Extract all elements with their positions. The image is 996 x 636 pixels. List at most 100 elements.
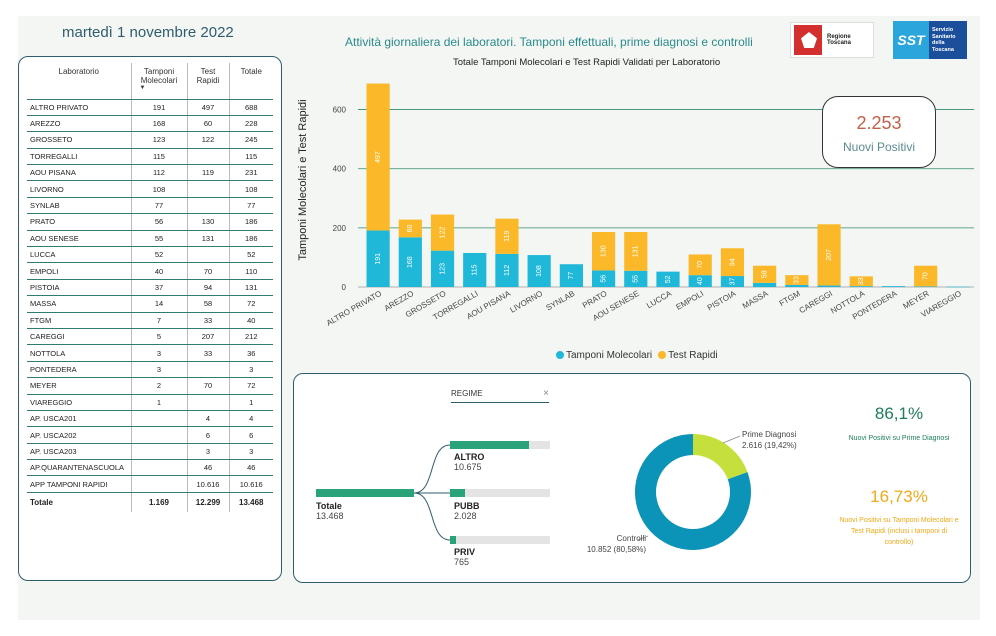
table-row[interactable]: PONTEDERA 3 3 [27, 361, 273, 379]
bar-segment[interactable] [817, 224, 841, 286]
donut-slice[interactable] [693, 434, 748, 480]
table-row[interactable]: VIAREGGIO 1 1 [27, 394, 273, 411]
bar-segment[interactable] [463, 252, 487, 287]
bar-segment[interactable] [495, 253, 519, 287]
branch-value-priv: 765 [454, 557, 470, 567]
table-cell: AP. USCA203 [27, 443, 131, 461]
data-label: 70 [923, 272, 930, 280]
bar-segment[interactable] [559, 264, 583, 287]
table-row[interactable]: LUCCA 52 52 [27, 246, 273, 264]
data-label: 33 [794, 276, 801, 284]
table-cell: 94 [186, 279, 229, 297]
table-cell: PONTEDERA [27, 361, 131, 379]
tree-link [413, 444, 451, 494]
regime-filter-label: REGIME [451, 389, 483, 398]
table-row[interactable]: FTGM 7 33 40 [27, 312, 273, 329]
bar-segment[interactable] [914, 286, 938, 288]
table-row[interactable]: AREZZO 168 60 228 [27, 115, 273, 133]
branch-bar-altro[interactable] [450, 441, 550, 449]
table-row[interactable]: PISTOIA 37 94 131 [27, 279, 273, 297]
table-row[interactable]: AP. USCA202 6 6 [27, 426, 273, 444]
table-row[interactable]: CAREGGI 5 207 212 [27, 328, 273, 346]
bar-segment[interactable] [849, 286, 873, 287]
branch-bar-pubb[interactable] [450, 489, 550, 497]
table-row[interactable]: SYNLAB 77 77 [27, 197, 273, 215]
y-tick-label: 0 [342, 283, 347, 292]
bar-segment[interactable] [366, 230, 390, 287]
bar-segment[interactable] [720, 248, 745, 277]
table-row[interactable]: LIVORNO 108 108 [27, 180, 273, 198]
legend-item-test-rapidi[interactable]: Test Rapidi [658, 350, 718, 361]
bar-segment[interactable] [398, 237, 422, 287]
kpi-tamponi-label: Nuovi Positivi su Tamponi Molecolari e T… [839, 517, 959, 546]
col-header-laboratorio[interactable]: Laboratorio [27, 63, 131, 100]
bar-segment[interactable] [817, 285, 841, 287]
table-row[interactable]: PRATO 56 130 186 [27, 213, 273, 231]
y-tick-label: 400 [333, 165, 347, 174]
bar-segment[interactable] [527, 255, 551, 287]
bar-segment[interactable] [849, 276, 873, 287]
table-cell: 4 [228, 410, 273, 428]
bar-segment[interactable] [656, 271, 680, 287]
legend-dot-icon [556, 351, 564, 360]
table-row[interactable]: AOU PISANA 112 119 231 [27, 164, 273, 182]
col-header-tamponi[interactable]: Tamponi Molecolari ▼ [130, 63, 187, 100]
bar-segment[interactable] [591, 270, 616, 287]
table-row[interactable]: TORREGALLI 115 115 [27, 148, 273, 166]
table-row[interactable]: EMPOLI 40 70 110 [27, 262, 273, 280]
chart-legend: Tamponi Molecolari Test Rapidi [556, 350, 718, 361]
table-row[interactable]: AP. USCA201 4 4 [27, 410, 273, 428]
table-cell: 108 [130, 180, 187, 198]
table-cell: 186 [228, 230, 273, 248]
col-header-test-rapidi[interactable]: Test Rapidi [186, 63, 229, 100]
col-header-totale[interactable]: Totale [228, 63, 273, 100]
table-cell: AP. USCA202 [27, 426, 131, 444]
table-row[interactable]: AOU SENESE 55 131 186 [27, 230, 273, 248]
bar-segment[interactable] [366, 83, 390, 231]
table-cell: 72 [228, 377, 273, 395]
table-cell: 70 [186, 377, 229, 395]
table-row[interactable]: NOTTOLA 3 33 36 [27, 344, 273, 362]
table-row[interactable]: MASSA 14 58 72 [27, 295, 273, 313]
table-cell: 40 [130, 262, 187, 280]
table-row[interactable]: AP.QUARANTENASCUOLA 46 46 [27, 459, 273, 477]
table-cell: TORREGALLI [27, 148, 131, 166]
bar-segment[interactable] [946, 286, 970, 288]
bar-segment[interactable] [914, 265, 938, 287]
data-label: 77 [568, 272, 575, 280]
bar-segment[interactable] [720, 276, 745, 287]
bar-segment[interactable] [624, 231, 648, 271]
bar-segment[interactable] [591, 231, 616, 271]
bar-segment[interactable] [624, 270, 648, 287]
tree-total-bar[interactable] [316, 489, 414, 497]
branch-label-pubb: PUBB [454, 501, 480, 511]
legend-item-tamponi[interactable]: Tamponi Molecolari [556, 350, 652, 361]
bar-segment[interactable] [785, 284, 809, 287]
bar-segment[interactable] [688, 275, 712, 287]
data-label: 123 [439, 263, 446, 275]
regime-filter[interactable]: REGIME × [451, 388, 549, 403]
data-label: 497 [375, 151, 382, 163]
kpi-prime-diagnosi-value: 86,1% [874, 404, 924, 423]
leader-line [722, 435, 741, 444]
bar-segment[interactable] [430, 214, 455, 251]
bar-segment[interactable] [495, 218, 519, 254]
bar-segment[interactable] [753, 265, 777, 283]
table-cell [130, 443, 187, 461]
table-row[interactable]: APP TAMPONI RAPIDI 10.616 10.616 [27, 475, 273, 493]
table-row[interactable]: ALTRO PRIVATO 191 497 688 [27, 99, 273, 116]
bar-segment[interactable] [398, 219, 422, 238]
bar-segment[interactable] [688, 254, 712, 276]
table-row[interactable]: GROSSETO 123 122 245 [27, 131, 273, 149]
branch-bar-priv[interactable] [450, 536, 550, 544]
donut-slice[interactable] [635, 434, 751, 550]
table-total-row[interactable]: Totale 1.169 12.299 13.468 [27, 492, 273, 513]
bar-segment[interactable] [753, 282, 777, 287]
data-label: 55 [633, 275, 640, 283]
table-row[interactable]: AP. USCA203 3 3 [27, 443, 273, 461]
bar-segment[interactable] [430, 250, 455, 287]
bar-segment[interactable] [881, 286, 906, 287]
close-icon[interactable]: × [543, 388, 549, 399]
table-row[interactable]: MEYER 2 70 72 [27, 377, 273, 395]
bar-segment[interactable] [785, 275, 809, 285]
